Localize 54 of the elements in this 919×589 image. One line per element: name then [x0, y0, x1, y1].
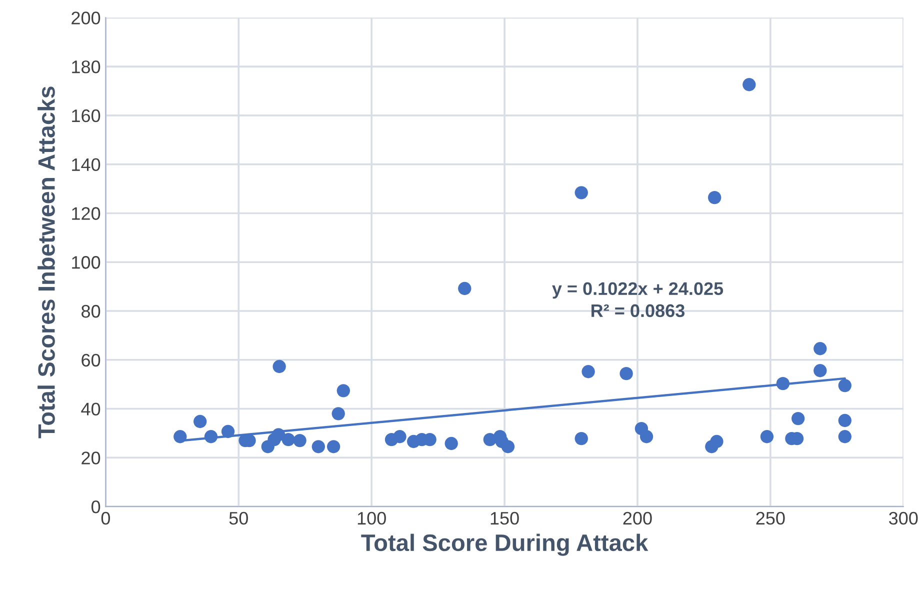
x-tick-label: 250: [756, 512, 785, 525]
y-tick-label: 140: [72, 158, 100, 172]
point: [814, 342, 827, 356]
point: [574, 432, 588, 446]
point: [791, 412, 805, 426]
point: [640, 430, 654, 444]
point: [272, 360, 286, 374]
x-tick-label: 50: [229, 512, 248, 525]
y-tick-label: 100: [72, 256, 100, 269]
point: [710, 434, 724, 448]
x-tick-label: 150: [490, 512, 519, 525]
x-tick-label: 100: [358, 512, 386, 525]
y-tick-label: 80: [82, 304, 100, 318]
point: [393, 430, 406, 444]
point: [293, 434, 306, 448]
point: [282, 432, 295, 446]
point: [326, 440, 340, 454]
point: [742, 78, 756, 92]
annotation: R² = 0.0863: [592, 304, 685, 318]
y-tick-label: 160: [72, 109, 100, 122]
point: [312, 440, 325, 454]
point: [501, 440, 515, 454]
point: [814, 364, 827, 378]
x-axis-title: Total Score During Attack: [361, 534, 648, 556]
point: [458, 282, 472, 296]
point: [336, 384, 350, 398]
point: [708, 190, 722, 204]
point: [620, 366, 633, 380]
y-tick-label: 180: [72, 60, 100, 74]
annotation: y = 0.1022x + 24.025: [552, 282, 724, 299]
y-tick-label: 60: [82, 354, 100, 367]
point: [193, 414, 207, 428]
point: [838, 378, 852, 392]
point: [204, 430, 218, 444]
y-tick-label: 0: [91, 500, 100, 514]
point: [838, 414, 852, 428]
point: [838, 430, 852, 444]
y-tick-label: 200: [72, 12, 100, 24]
y-axis-title: Total Scores Inbetween Attacks: [38, 86, 55, 438]
point: [332, 407, 345, 420]
point: [272, 428, 286, 442]
y-tick-label: 40: [81, 402, 100, 416]
point: [174, 430, 187, 444]
y-tick-label: 120: [72, 207, 100, 220]
y-tick-label: 20: [82, 452, 100, 464]
x-tick-label: 300: [889, 512, 918, 525]
x-tick-label: 200: [623, 512, 652, 525]
x-tick-label: 0: [101, 512, 110, 525]
point: [221, 424, 235, 438]
point: [776, 377, 790, 390]
point: [582, 365, 595, 378]
point: [574, 186, 588, 200]
point: [444, 436, 458, 450]
point: [760, 430, 774, 444]
